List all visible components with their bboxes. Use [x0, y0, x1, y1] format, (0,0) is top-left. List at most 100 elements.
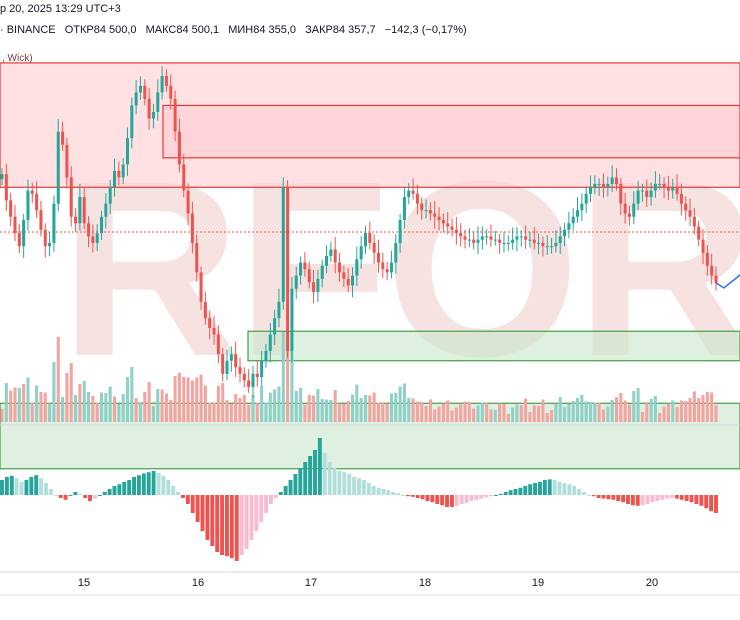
- oscillator-bar: [68, 495, 73, 496]
- candle-body: [338, 262, 342, 273]
- oscillator-bar: [714, 495, 718, 513]
- oscillator-bar: [577, 489, 582, 495]
- candle-body: [636, 190, 640, 204]
- oscillator-bar: [361, 480, 366, 495]
- oscillator-bar: [342, 472, 347, 495]
- candle-body: [524, 236, 528, 240]
- oscillator-bar: [19, 481, 24, 495]
- candle-body: [498, 239, 502, 243]
- candle-body: [294, 275, 298, 289]
- candle-body: [87, 223, 91, 237]
- oscillator-bar: [58, 495, 63, 498]
- candle-body: [437, 216, 441, 220]
- volume-bar: [424, 406, 428, 422]
- volume-bar: [320, 399, 324, 422]
- oscillator-bar: [508, 490, 513, 495]
- volume-bar: [303, 405, 307, 422]
- oscillator-bar: [386, 490, 391, 495]
- oscillator-bar: [190, 495, 195, 513]
- oscillator-bar: [552, 480, 557, 495]
- oscillator-bar: [391, 492, 396, 495]
- candle-body: [424, 210, 428, 212]
- candle-body: [493, 239, 497, 241]
- volume-bar: [78, 384, 82, 422]
- candle-body: [502, 242, 506, 244]
- candle-body: [43, 229, 47, 247]
- volume-bar: [446, 400, 450, 422]
- volume-bar: [125, 377, 130, 422]
- candle-body: [325, 256, 329, 266]
- oscillator-bar: [596, 495, 601, 498]
- volume-bar: [138, 402, 142, 422]
- oscillator-bar: [122, 481, 127, 495]
- oscillator-bar: [200, 495, 205, 531]
- volume-bar: [225, 400, 229, 422]
- volume-bar: [563, 407, 567, 422]
- candle-body: [688, 210, 692, 217]
- candle-body: [260, 360, 264, 378]
- candle-body: [234, 354, 238, 368]
- oscillator-bar: [303, 462, 308, 495]
- volume-bar: [273, 389, 277, 422]
- volume-bar: [420, 402, 424, 422]
- volume-bar: [333, 390, 337, 422]
- volume-bar: [554, 403, 558, 422]
- oscillator-bar: [269, 495, 273, 504]
- volume-bar: [100, 392, 104, 422]
- candle-body: [476, 239, 480, 243]
- volume-bar: [580, 395, 584, 422]
- candle-body: [376, 252, 380, 263]
- volume-bar: [601, 409, 606, 422]
- oscillator-bar: [401, 495, 405, 496]
- volume-bar: [355, 384, 359, 422]
- oscillator-bar: [557, 481, 562, 495]
- candle-body: [0, 174, 4, 180]
- candle-body: [701, 239, 705, 253]
- volume-bar: [381, 403, 385, 422]
- candle-body: [134, 92, 138, 106]
- candle-body: [216, 334, 220, 355]
- volume-bar: [415, 401, 419, 422]
- volume-bar: [143, 392, 147, 422]
- candle-body: [212, 328, 216, 335]
- volume-bar: [346, 401, 350, 422]
- oscillator-bar: [127, 480, 132, 495]
- volume-bar: [658, 413, 662, 422]
- demand-zone[interactable]: [247, 330, 740, 362]
- candle-body: [160, 76, 164, 93]
- candle-body: [472, 239, 476, 243]
- candle-body: [264, 350, 268, 361]
- candle-body: [433, 213, 437, 217]
- oscillator-bar: [464, 495, 469, 503]
- oscillator-bar: [171, 486, 176, 495]
- candle-body: [316, 278, 320, 292]
- candle-body: [632, 203, 636, 217]
- oscillator-bar: [180, 495, 185, 498]
- oscillator-bar: [308, 456, 313, 495]
- oscillator-bar: [176, 492, 181, 495]
- oscillator-bar: [660, 495, 665, 500]
- oscillator-bar: [48, 489, 53, 495]
- volume-bar: [26, 377, 30, 422]
- supply-zone[interactable]: [162, 104, 740, 159]
- volume-bar: [359, 398, 363, 422]
- oscillator-bar: [533, 483, 538, 495]
- volume-bar: [350, 394, 355, 422]
- candle-body: [485, 236, 489, 238]
- x-tick-label: 18: [419, 577, 431, 589]
- candle-body: [151, 112, 155, 119]
- volume-bar: [571, 401, 575, 422]
- volume-bar: [463, 401, 467, 422]
- volume-bar: [182, 377, 186, 422]
- candle-body: [563, 229, 567, 237]
- volume-bar: [372, 392, 376, 422]
- volume-bar: [251, 395, 255, 422]
- volume-bar: [411, 398, 415, 422]
- candle-body: [22, 220, 26, 247]
- candle-body: [619, 184, 623, 204]
- oscillator-bar: [582, 492, 586, 495]
- oscillator-bar: [376, 487, 381, 495]
- volume-bar: [666, 403, 670, 422]
- volume-bar: [688, 398, 692, 422]
